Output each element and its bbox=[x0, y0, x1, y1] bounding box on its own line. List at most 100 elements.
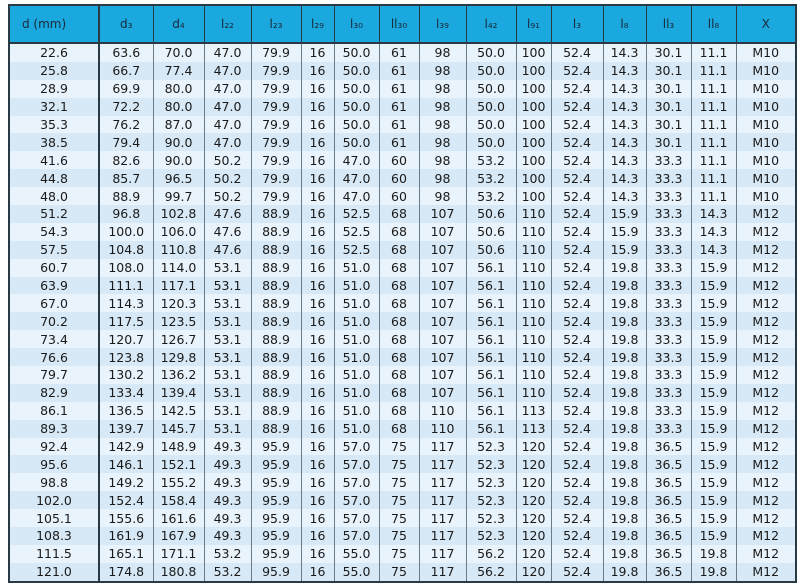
table-cell: 51.0 bbox=[333, 330, 380, 349]
table-cell: 50.0 bbox=[333, 133, 380, 152]
table-cell: 51.0 bbox=[333, 401, 380, 420]
table-cell: 88.9 bbox=[250, 240, 302, 259]
table-cell: 110 bbox=[515, 348, 552, 367]
table-cell: 100 bbox=[515, 133, 552, 152]
table-cell: 50.0 bbox=[465, 133, 517, 152]
table-cell: 57.0 bbox=[333, 527, 380, 545]
table-cell: 110 bbox=[515, 330, 552, 349]
table-cell: 68 bbox=[378, 258, 420, 277]
table-row: 44.8 85.7 96.5 50.2 79.9 16 47.0 60 98 53.2 100 52.… bbox=[8, 169, 797, 188]
table-cell: M12 bbox=[735, 348, 797, 367]
table-cell: 98 bbox=[418, 133, 467, 152]
table-cell: M12 bbox=[735, 366, 797, 384]
table-cell: 110 bbox=[515, 312, 552, 331]
table-cell: 98 bbox=[418, 61, 467, 80]
table-cell: 79.9 bbox=[250, 61, 302, 80]
table-cell: 14.3 bbox=[602, 79, 647, 98]
table-cell: 16 bbox=[300, 79, 335, 98]
table-cell: 50.0 bbox=[465, 79, 517, 98]
table-cell: 52.4 bbox=[550, 205, 604, 223]
table-cell: 52.4 bbox=[550, 187, 604, 206]
table-cell: 49.3 bbox=[203, 473, 252, 492]
table-cell: 50.2 bbox=[203, 151, 252, 170]
table-cell: 51.0 bbox=[333, 419, 380, 438]
table-cell: 174.8 bbox=[98, 562, 154, 582]
table-cell: 95.9 bbox=[250, 562, 302, 582]
table-cell: 56.1 bbox=[465, 348, 517, 367]
table-cell: 16 bbox=[300, 61, 335, 80]
table-cell: 11.1 bbox=[690, 43, 737, 62]
table-cell: 117 bbox=[418, 544, 467, 563]
table-cell: 100 bbox=[515, 151, 552, 170]
table-row: 89.3 139.7 145.7 53.1 88.9 16 51.0 68 110 56.1 113… bbox=[8, 419, 797, 438]
table-cell: 60 bbox=[378, 187, 420, 206]
table-cell: 88.9 bbox=[250, 294, 302, 313]
table-cell: 88.9 bbox=[250, 276, 302, 295]
table-cell: 107 bbox=[418, 205, 467, 223]
table-cell: 57.0 bbox=[333, 473, 380, 492]
table-cell: 96.5 bbox=[152, 169, 205, 188]
table-cell: 149.2 bbox=[98, 473, 154, 492]
column-header: d₄ bbox=[152, 4, 205, 44]
table-cell: 52.4 bbox=[550, 348, 604, 367]
table-cell: 75 bbox=[378, 509, 420, 528]
table-cell: 33.3 bbox=[645, 312, 692, 331]
table-cell: 19.8 bbox=[602, 419, 647, 438]
table-cell: 95.6 bbox=[8, 455, 100, 474]
table-cell: 117 bbox=[418, 562, 467, 582]
table-cell: 14.3 bbox=[602, 169, 647, 188]
table-cell: 111.5 bbox=[8, 544, 100, 563]
table-cell: 50.6 bbox=[465, 205, 517, 223]
table-row: 38.5 79.4 90.0 47.0 79.9 16 50.0 61 98 50.0 100 52.… bbox=[8, 133, 797, 152]
table-cell: 75 bbox=[378, 473, 420, 492]
table-cell: 53.2 bbox=[203, 544, 252, 563]
table-cell: 22.6 bbox=[8, 43, 100, 62]
table-cell: 120 bbox=[515, 491, 552, 510]
table-cell: M12 bbox=[735, 562, 797, 582]
table-cell: M12 bbox=[735, 222, 797, 241]
table-cell: 19.8 bbox=[602, 509, 647, 528]
table-cell: 61 bbox=[378, 43, 420, 62]
table-cell: 11.1 bbox=[690, 61, 737, 80]
table-cell: 47.0 bbox=[333, 169, 380, 188]
table-cell: 14.3 bbox=[602, 133, 647, 152]
table-cell: 107 bbox=[418, 348, 467, 367]
table-cell: 33.3 bbox=[645, 366, 692, 384]
table-cell: 53.1 bbox=[203, 330, 252, 349]
table-row: 67.0 114.3 120.3 53.1 88.9 16 51.0 68 107 56.1 110… bbox=[8, 294, 797, 313]
table-cell: 47.0 bbox=[203, 43, 252, 62]
table-cell: 79.9 bbox=[250, 187, 302, 206]
table-cell: M10 bbox=[735, 61, 797, 80]
table-cell: 145.7 bbox=[152, 419, 205, 438]
table-cell: 16 bbox=[300, 43, 335, 62]
table-cell: 19.8 bbox=[602, 312, 647, 331]
table-cell: 88.9 bbox=[98, 187, 154, 206]
table-cell: 54.3 bbox=[8, 222, 100, 241]
table-cell: 52.5 bbox=[333, 205, 380, 223]
table-cell: 57.0 bbox=[333, 491, 380, 510]
table-cell: 56.2 bbox=[465, 562, 517, 582]
table-cell: 47.0 bbox=[203, 97, 252, 116]
table-cell: 36.5 bbox=[645, 509, 692, 528]
table-cell: 50.2 bbox=[203, 187, 252, 206]
table-cell: 126.7 bbox=[152, 330, 205, 349]
table-cell: 52.4 bbox=[550, 133, 604, 152]
table-cell: 75 bbox=[378, 562, 420, 582]
table-cell: 88.9 bbox=[250, 383, 302, 402]
table-cell: 68 bbox=[378, 240, 420, 259]
table-cell: 48.0 bbox=[8, 187, 100, 206]
table-cell: M12 bbox=[735, 276, 797, 295]
table-cell: 50.0 bbox=[465, 61, 517, 80]
table-cell: 53.1 bbox=[203, 348, 252, 367]
table-cell: 110 bbox=[515, 276, 552, 295]
table-cell: 98 bbox=[418, 97, 467, 116]
table-row: 32.1 72.2 80.0 47.0 79.9 16 50.0 61 98 50.0 100 52.… bbox=[8, 97, 797, 116]
table-cell: 56.1 bbox=[465, 258, 517, 277]
table-cell: 68 bbox=[378, 205, 420, 223]
table-cell: 98 bbox=[418, 79, 467, 98]
table-cell: 36.5 bbox=[645, 544, 692, 563]
table-cell: 15.9 bbox=[690, 419, 737, 438]
table-cell: 53.1 bbox=[203, 366, 252, 384]
table-cell: 33.3 bbox=[645, 294, 692, 313]
table-cell: 16 bbox=[300, 330, 335, 349]
